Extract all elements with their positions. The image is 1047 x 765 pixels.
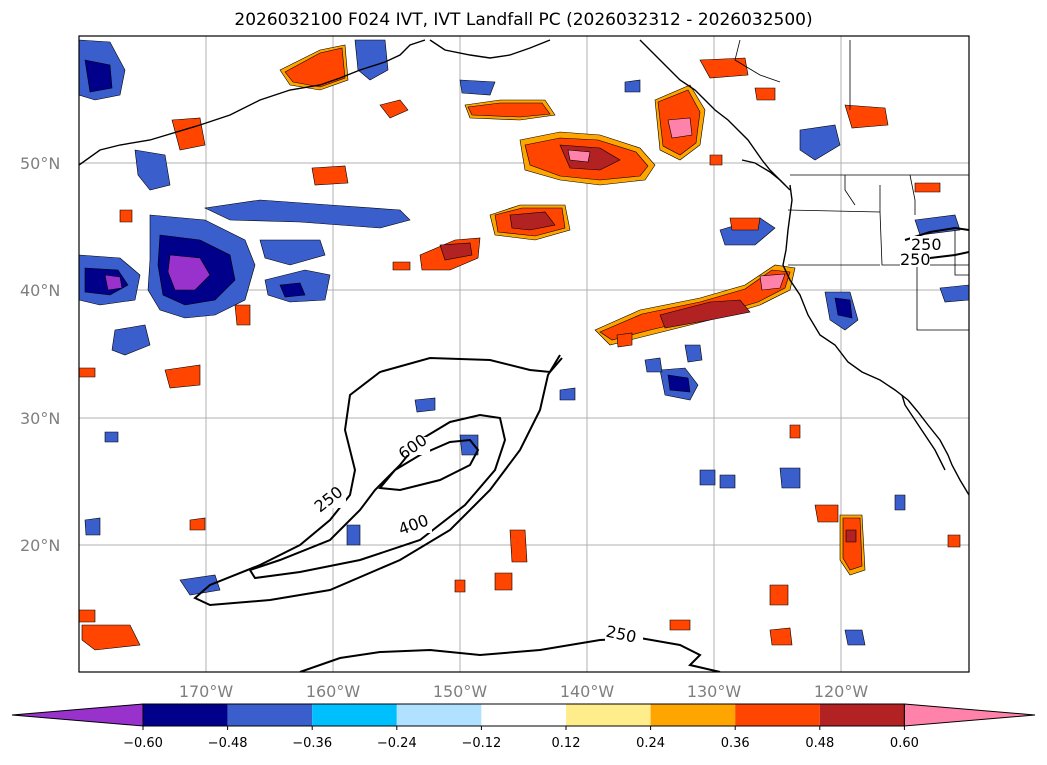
contour-label-250-ne-b: 250 bbox=[900, 250, 931, 269]
colorbar-cell bbox=[227, 704, 313, 726]
colorbar-cell bbox=[735, 704, 820, 726]
colorbar-extend-min bbox=[11, 703, 144, 727]
colorbar-tick-label: −0.36 bbox=[292, 736, 332, 751]
colorbar-tick-label: 0.48 bbox=[805, 736, 834, 751]
colorbar-frame bbox=[142, 703, 905, 727]
lat-label-50n: 50°N bbox=[20, 154, 60, 173]
colorbar-tick-label: 0.24 bbox=[636, 736, 665, 751]
positive-pc-areas bbox=[79, 44, 961, 651]
colorbar-cell bbox=[312, 704, 397, 726]
lon-label-130w: 130°W bbox=[687, 682, 742, 701]
colorbar-cell bbox=[481, 704, 566, 726]
colorbar-tick-label: 0.60 bbox=[890, 736, 919, 751]
longitude-labels: 170°W 160°W 150°W 140°W 130°W 120°W bbox=[179, 682, 869, 701]
colorbar-cell bbox=[396, 704, 482, 726]
colorbar-tick-label: 0.36 bbox=[721, 736, 750, 751]
contour-600 bbox=[378, 438, 480, 492]
contour-250-outer bbox=[193, 354, 563, 607]
borders bbox=[734, 39, 969, 331]
colorbar-tick-label: −0.24 bbox=[377, 736, 417, 751]
lat-label-20n: 20°N bbox=[20, 536, 60, 555]
lon-label-170w: 170°W bbox=[179, 682, 234, 701]
colorbar-cell bbox=[819, 704, 905, 726]
colorbar-cell bbox=[566, 704, 651, 726]
lon-label-120w: 120°W bbox=[814, 682, 869, 701]
colorbar-tick-label: −0.48 bbox=[208, 736, 248, 751]
lon-label-150w: 150°W bbox=[433, 682, 488, 701]
colorbar-cell bbox=[143, 704, 228, 726]
colorbar-tick-label: −0.60 bbox=[123, 736, 163, 751]
contour-250-south bbox=[299, 636, 721, 672]
colorbar-extend-max bbox=[903, 703, 1036, 727]
lat-label-30n: 30°N bbox=[20, 409, 60, 428]
coastlines bbox=[79, 39, 969, 496]
lat-label-40n: 40°N bbox=[20, 281, 60, 300]
latitude-labels: 50°N 40°N 30°N 20°N bbox=[20, 154, 60, 555]
map-panel bbox=[79, 36, 969, 672]
map-frame bbox=[78, 35, 970, 673]
map-title: 2026032100 F024 IVT, IVT Landfall PC (20… bbox=[234, 10, 813, 30]
colorbar-tick-label: 0.12 bbox=[552, 736, 581, 751]
colorbar: −0.60 −0.48 −0.36 −0.24 −0.12 0.12 0.24 0.36 0.4… bbox=[11, 703, 1036, 751]
lon-label-140w: 140°W bbox=[560, 682, 615, 701]
negative-pc-areas bbox=[79, 39, 969, 646]
colorbar-cell bbox=[650, 704, 736, 726]
contour-label-250-ne-a: 250 bbox=[911, 235, 942, 254]
neg-band-47n bbox=[203, 199, 411, 229]
lon-label-160w: 160°W bbox=[306, 682, 361, 701]
colorbar-tick-label: −0.12 bbox=[461, 736, 501, 751]
